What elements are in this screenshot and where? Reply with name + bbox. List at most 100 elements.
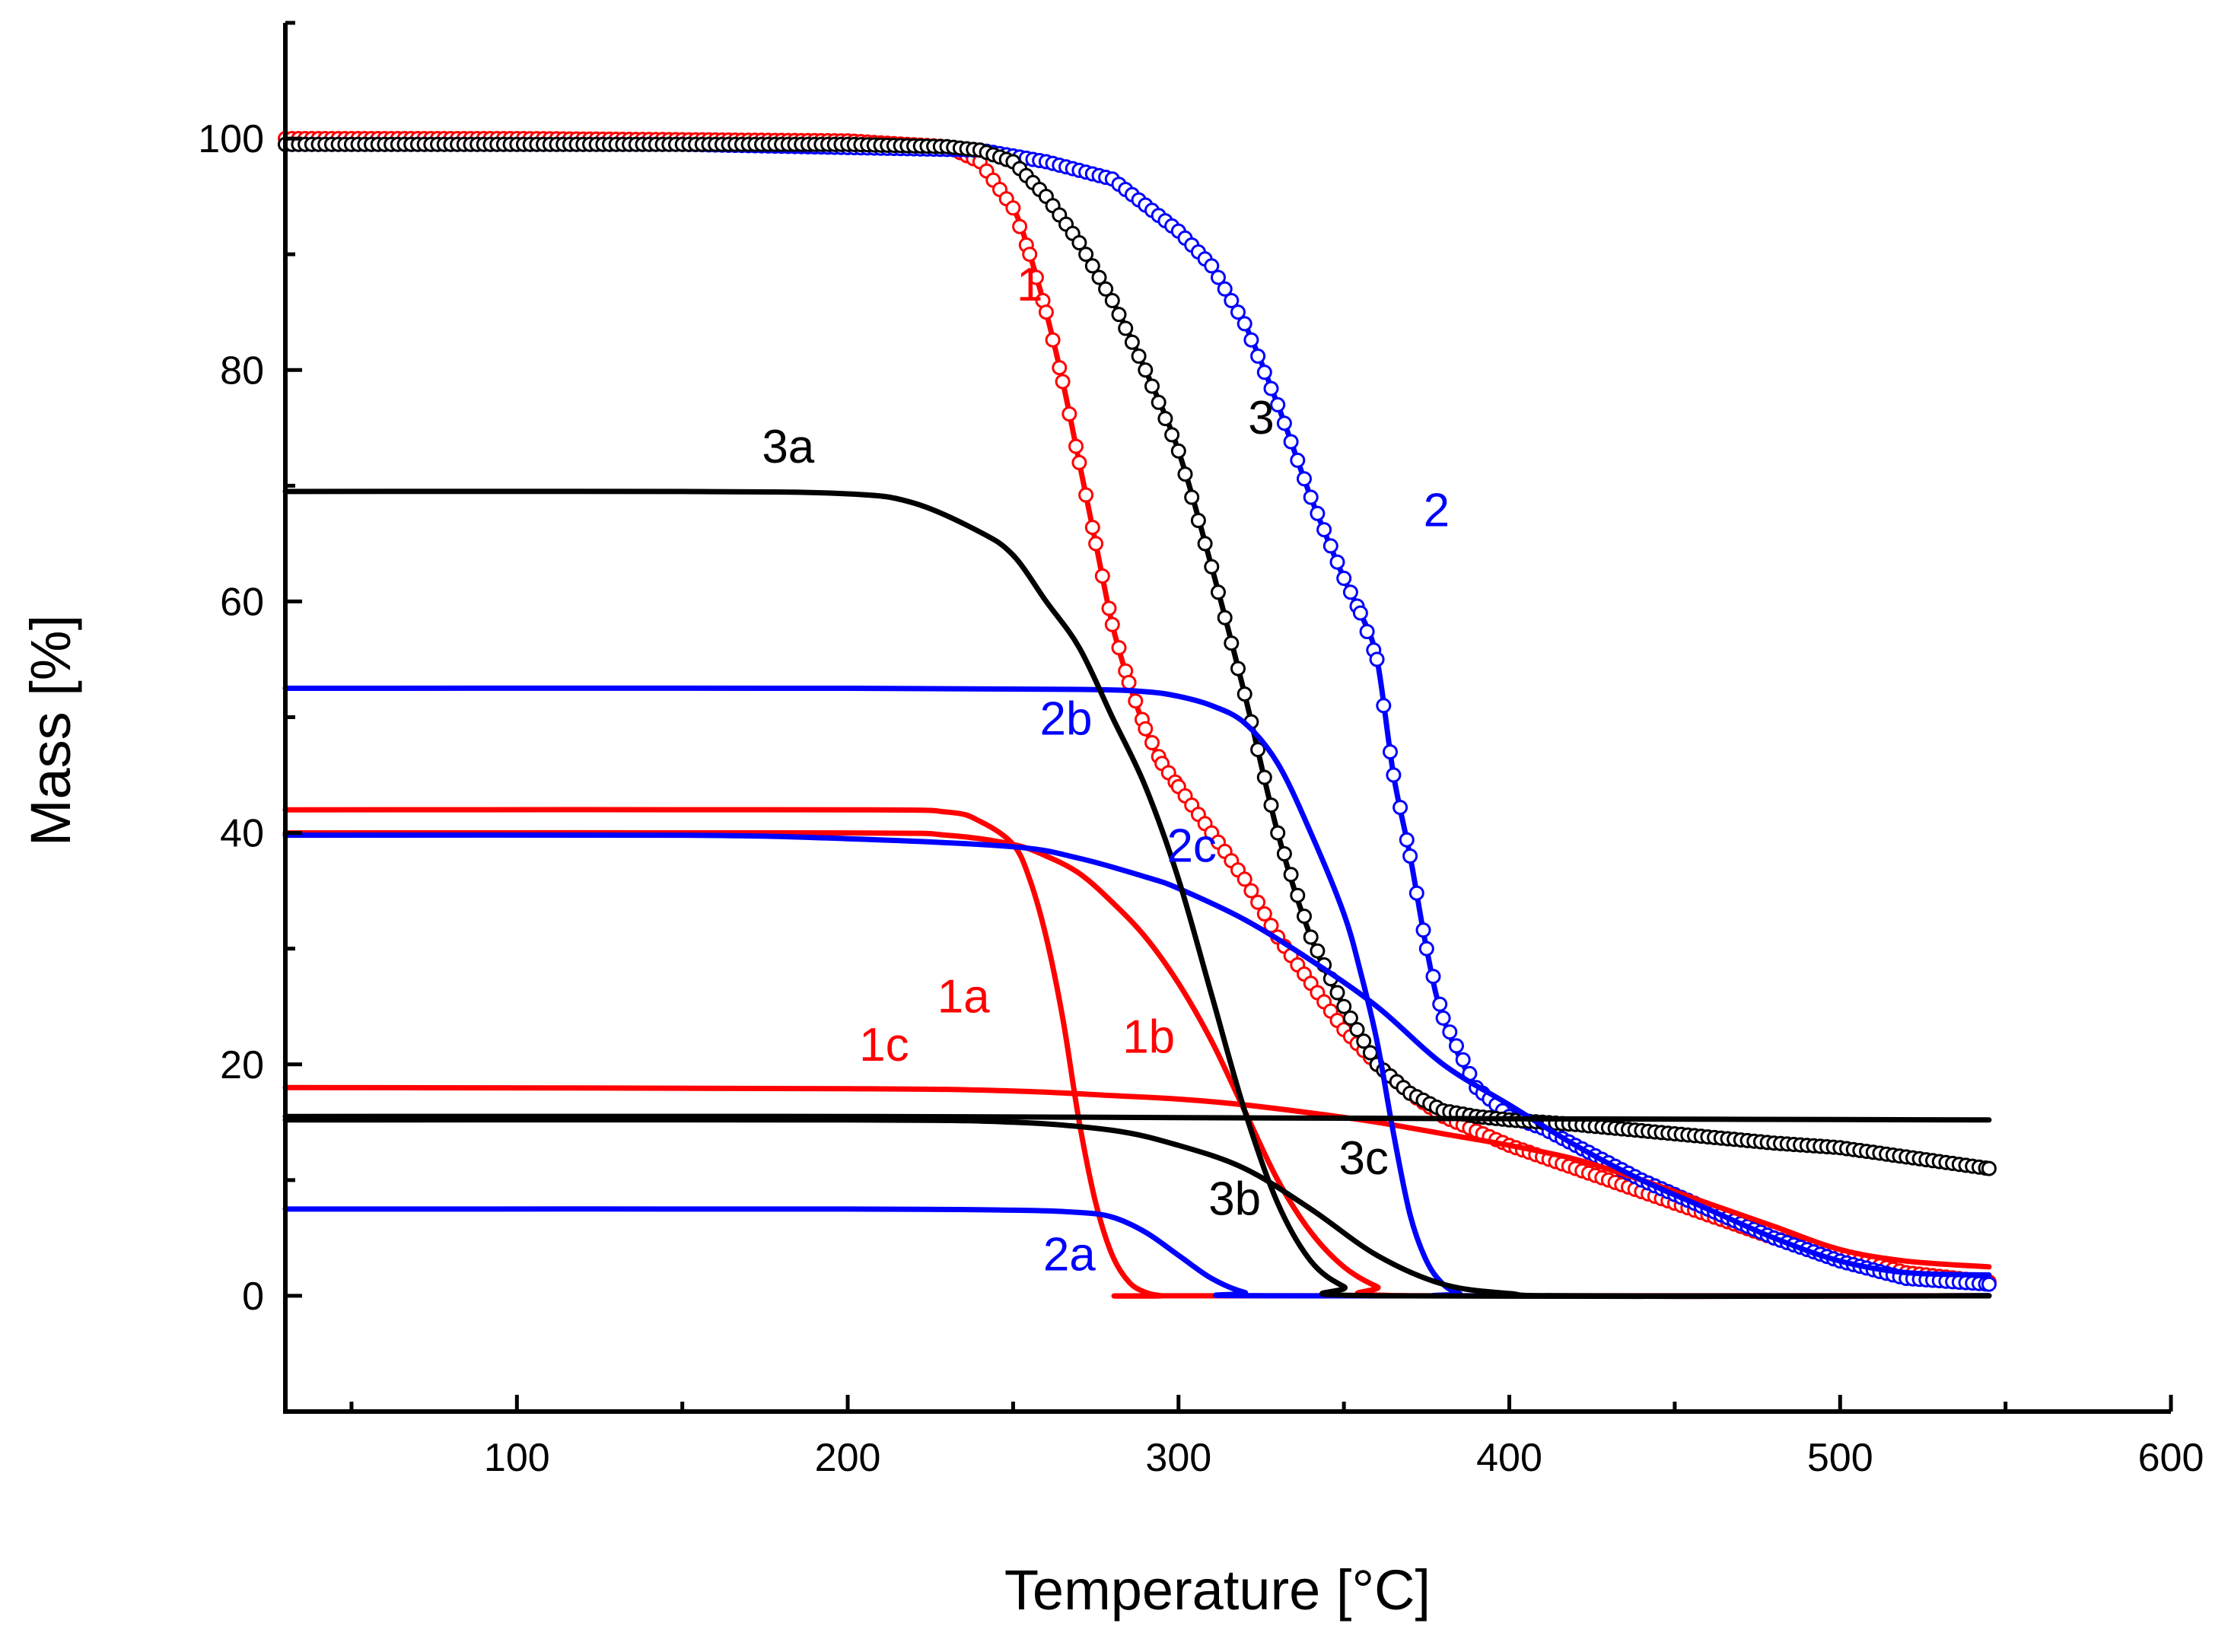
series-3-marker bbox=[1131, 349, 1147, 364]
series-1-marker bbox=[1055, 374, 1071, 390]
series-2-marker bbox=[1359, 624, 1375, 639]
series-2c bbox=[282, 832, 1992, 1278]
series-2-marker bbox=[1418, 941, 1434, 957]
series-3-marker bbox=[1124, 334, 1140, 350]
series-3-marker bbox=[1283, 867, 1299, 883]
series-2-marker bbox=[1392, 800, 1408, 816]
series-2-marker bbox=[1310, 505, 1326, 521]
series-2-marker bbox=[1449, 1038, 1464, 1054]
series-3-marker bbox=[1981, 1160, 1997, 1176]
series-1-marker bbox=[1121, 674, 1137, 690]
series-3-marker bbox=[1237, 686, 1252, 702]
series-2-marker bbox=[1442, 1024, 1458, 1040]
series-3-marker bbox=[1118, 320, 1134, 336]
series-2-marker bbox=[1352, 605, 1368, 621]
series-1-marker bbox=[1243, 883, 1259, 899]
series-2-marker bbox=[1432, 996, 1448, 1012]
curve-label-1: 1 bbox=[1017, 259, 1042, 311]
series-line-1a bbox=[282, 807, 1992, 1299]
series-2-marker bbox=[1224, 293, 1240, 308]
series-2-marker bbox=[1342, 584, 1358, 600]
series-2-marker bbox=[1435, 1010, 1451, 1026]
series-1-marker bbox=[1052, 360, 1068, 376]
series-1-marker bbox=[1012, 218, 1028, 234]
series-1-marker bbox=[1138, 721, 1154, 737]
series-1-marker bbox=[1068, 438, 1084, 454]
series-3-marker bbox=[1144, 378, 1160, 394]
series-3-marker bbox=[1084, 258, 1100, 274]
y-tick-label: 100 bbox=[198, 117, 264, 161]
series-2-marker bbox=[1425, 969, 1441, 985]
series-3-marker bbox=[1217, 610, 1233, 625]
series-3b bbox=[282, 1117, 1992, 1299]
series-1-marker bbox=[1038, 304, 1054, 320]
series-1-marker bbox=[1088, 536, 1104, 552]
series-3-marker bbox=[1098, 281, 1114, 297]
series-2-marker bbox=[1283, 434, 1299, 450]
series-line-3c bbox=[282, 1113, 1992, 1123]
series-3-marker bbox=[1263, 797, 1279, 813]
curve-label-1b: 1b bbox=[1122, 1011, 1175, 1064]
series-3-marker bbox=[1111, 307, 1127, 323]
series-3-marker bbox=[1177, 466, 1193, 482]
series-1-marker bbox=[1084, 520, 1100, 536]
series-1-marker bbox=[1237, 871, 1252, 887]
series-2-marker bbox=[1316, 522, 1332, 538]
series-3-marker bbox=[1303, 929, 1319, 945]
series-2-marker bbox=[1230, 304, 1246, 320]
series-3-marker bbox=[1290, 887, 1306, 903]
y-tick-label: 40 bbox=[220, 812, 264, 856]
series-2-marker bbox=[1455, 1052, 1471, 1068]
series-2-marker bbox=[1336, 571, 1352, 586]
x-tick-label: 200 bbox=[815, 1436, 881, 1480]
series-line-2b bbox=[282, 685, 1992, 1299]
series-2-marker bbox=[1256, 364, 1272, 380]
series-3-marker bbox=[1170, 443, 1186, 459]
curve-label-1c: 1c bbox=[859, 1019, 909, 1071]
curve-label-3b: 3b bbox=[1208, 1173, 1261, 1226]
x-tick-label: 400 bbox=[1476, 1436, 1542, 1480]
series-3 bbox=[278, 136, 1997, 1176]
series-2-marker bbox=[1399, 832, 1415, 848]
series-3-marker bbox=[1157, 411, 1173, 427]
curve-labels: 1 2 3 1a 1b 1c 2a 2b 2c 3a 3b 3c bbox=[762, 259, 1450, 1281]
series-1a bbox=[282, 807, 1992, 1299]
series-2-marker bbox=[1263, 380, 1279, 396]
y-tick-label: 60 bbox=[220, 580, 264, 624]
series-1-marker bbox=[1256, 906, 1272, 921]
y-tick-label: 20 bbox=[220, 1043, 264, 1087]
series-3-marker bbox=[1164, 427, 1180, 443]
series-1-marker bbox=[1111, 640, 1127, 656]
series-line-3b bbox=[282, 1117, 1992, 1299]
series-2-marker bbox=[1402, 848, 1418, 864]
series-1-marker bbox=[1094, 568, 1110, 584]
series-1-marker bbox=[1144, 735, 1160, 750]
series-2-marker bbox=[1211, 269, 1226, 285]
series-3a bbox=[282, 489, 1992, 1300]
series-3-marker bbox=[1297, 909, 1312, 925]
series-3-marker bbox=[1270, 825, 1286, 841]
series-3-marker bbox=[1078, 247, 1094, 263]
series-1-marker bbox=[1250, 894, 1266, 910]
series-line-2c bbox=[282, 832, 1992, 1278]
series-2-marker bbox=[1386, 767, 1402, 783]
x-tick-label: 300 bbox=[1145, 1436, 1211, 1480]
series-3-marker bbox=[1230, 660, 1246, 676]
series-3-marker bbox=[1250, 742, 1266, 758]
series-2-marker bbox=[1290, 452, 1306, 468]
series-2-marker bbox=[1415, 922, 1431, 938]
series-3-marker bbox=[1349, 1022, 1365, 1038]
series-2-marker bbox=[1369, 651, 1385, 667]
series-3-marker bbox=[1151, 394, 1167, 410]
series-1-marker bbox=[1071, 454, 1087, 470]
series-2-marker bbox=[1270, 396, 1286, 412]
series-line-1c bbox=[282, 1084, 1992, 1270]
series-2-marker bbox=[1204, 258, 1220, 274]
series-2b bbox=[282, 685, 1992, 1299]
series-2-marker bbox=[1237, 316, 1252, 332]
curves-layer bbox=[278, 131, 1997, 1300]
series-3-marker bbox=[1256, 769, 1272, 785]
y-tick-label: 0 bbox=[242, 1275, 264, 1319]
series-3-marker bbox=[1071, 235, 1087, 250]
